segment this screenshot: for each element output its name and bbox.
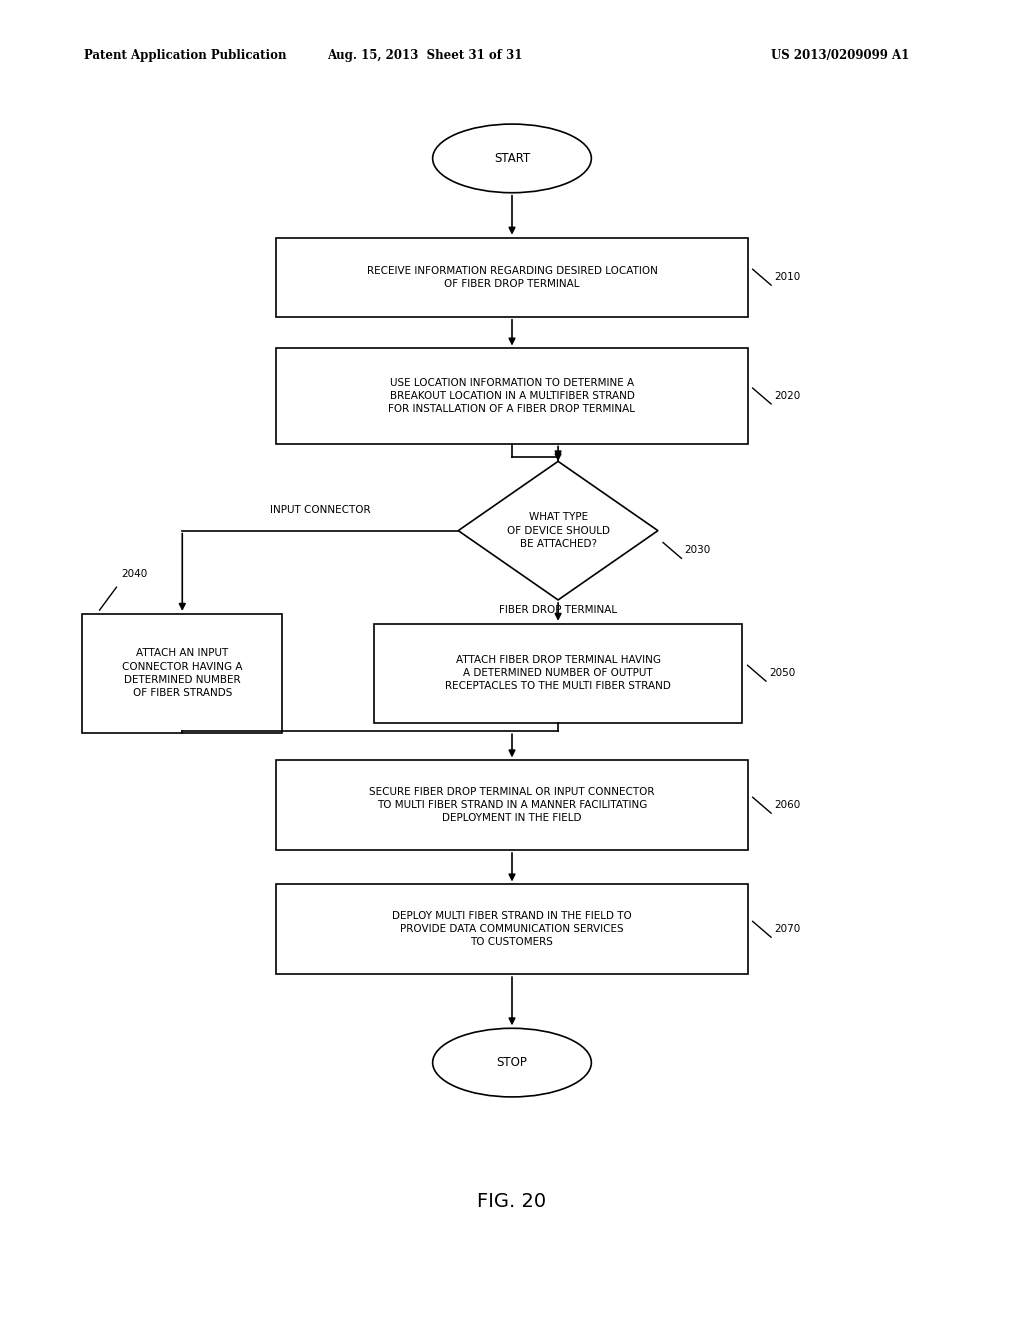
Text: ATTACH AN INPUT
CONNECTOR HAVING A
DETERMINED NUMBER
OF FIBER STRANDS: ATTACH AN INPUT CONNECTOR HAVING A DETER… bbox=[122, 648, 243, 698]
Text: 2050: 2050 bbox=[769, 668, 796, 678]
Text: FIBER DROP TERMINAL: FIBER DROP TERMINAL bbox=[499, 605, 617, 615]
Text: WHAT TYPE
OF DEVICE SHOULD
BE ATTACHED?: WHAT TYPE OF DEVICE SHOULD BE ATTACHED? bbox=[507, 512, 609, 549]
Bar bbox=[276, 238, 748, 317]
Text: START: START bbox=[494, 152, 530, 165]
Bar bbox=[276, 348, 748, 444]
Text: 2020: 2020 bbox=[774, 391, 801, 401]
Bar bbox=[276, 760, 748, 850]
Text: US 2013/0209099 A1: US 2013/0209099 A1 bbox=[770, 49, 909, 62]
Text: 2040: 2040 bbox=[121, 569, 147, 579]
Text: 2070: 2070 bbox=[774, 924, 801, 935]
Bar bbox=[82, 614, 282, 733]
Text: ATTACH FIBER DROP TERMINAL HAVING
A DETERMINED NUMBER OF OUTPUT
RECEPTACLES TO T: ATTACH FIBER DROP TERMINAL HAVING A DETE… bbox=[445, 655, 671, 692]
Text: STOP: STOP bbox=[497, 1056, 527, 1069]
Text: FIG. 20: FIG. 20 bbox=[477, 1192, 547, 1210]
Text: 2030: 2030 bbox=[685, 545, 711, 556]
Text: INPUT CONNECTOR: INPUT CONNECTOR bbox=[270, 504, 371, 515]
Text: Aug. 15, 2013  Sheet 31 of 31: Aug. 15, 2013 Sheet 31 of 31 bbox=[328, 49, 522, 62]
Bar bbox=[374, 624, 742, 722]
Bar bbox=[276, 884, 748, 974]
Text: SECURE FIBER DROP TERMINAL OR INPUT CONNECTOR
TO MULTI FIBER STRAND IN A MANNER : SECURE FIBER DROP TERMINAL OR INPUT CONN… bbox=[370, 787, 654, 824]
Text: 2060: 2060 bbox=[774, 800, 801, 810]
Text: USE LOCATION INFORMATION TO DETERMINE A
BREAKOUT LOCATION IN A MULTIFIBER STRAND: USE LOCATION INFORMATION TO DETERMINE A … bbox=[388, 378, 636, 414]
Text: Patent Application Publication: Patent Application Publication bbox=[84, 49, 287, 62]
Text: 2010: 2010 bbox=[774, 272, 801, 282]
Text: RECEIVE INFORMATION REGARDING DESIRED LOCATION
OF FIBER DROP TERMINAL: RECEIVE INFORMATION REGARDING DESIRED LO… bbox=[367, 265, 657, 289]
Text: DEPLOY MULTI FIBER STRAND IN THE FIELD TO
PROVIDE DATA COMMUNICATION SERVICES
TO: DEPLOY MULTI FIBER STRAND IN THE FIELD T… bbox=[392, 911, 632, 948]
